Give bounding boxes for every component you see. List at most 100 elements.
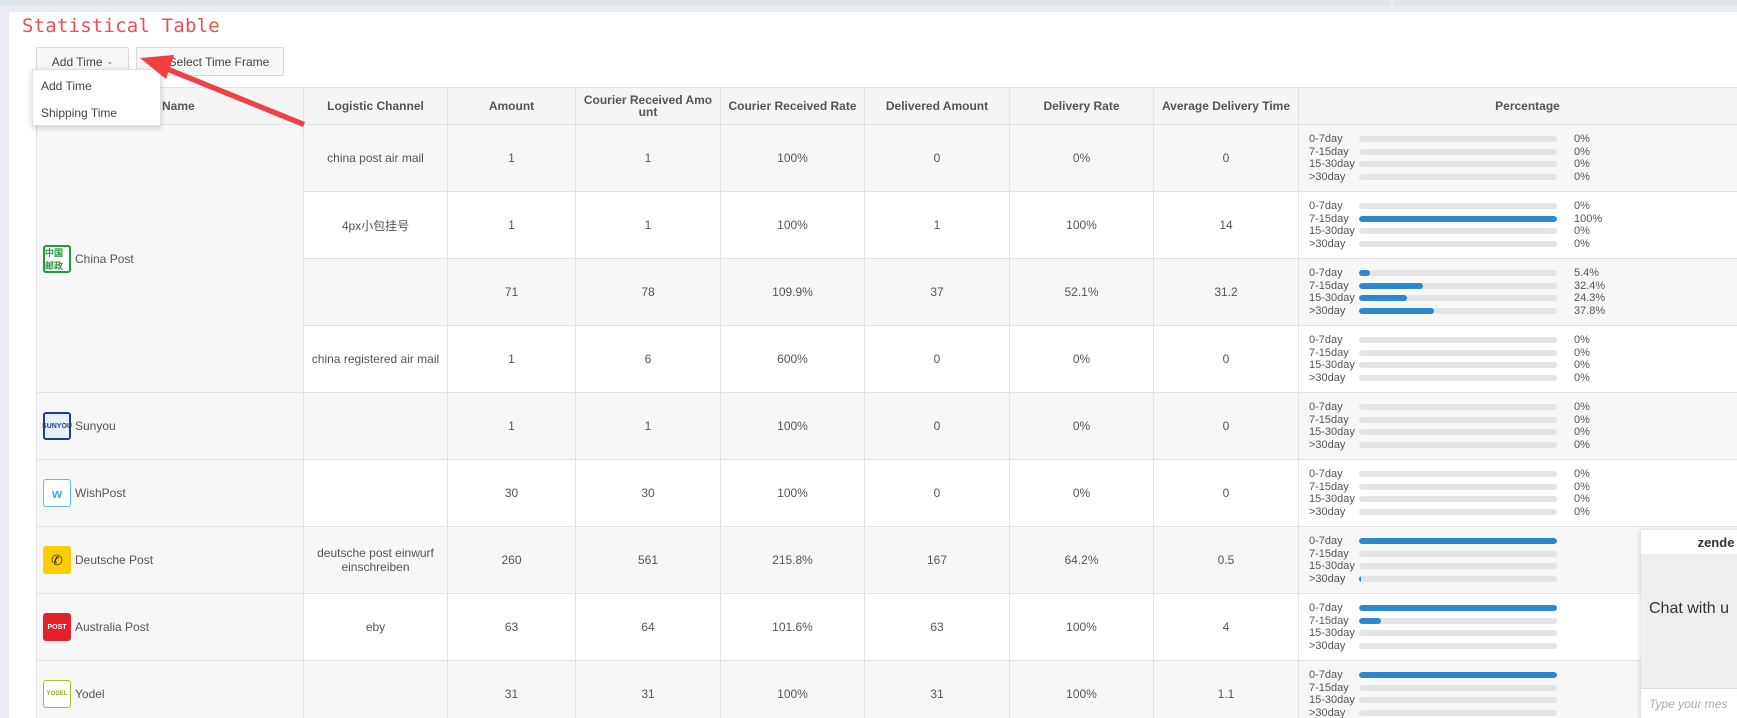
courier-name: 中国邮政 China Post: [43, 244, 299, 273]
percentage-row: 7-15day 0%: [1309, 481, 1737, 494]
percentage-value: 0%: [1574, 493, 1590, 506]
percentage-bar-fill: [1359, 605, 1557, 612]
zendesk-chat-widget[interactable]: zende Chat with u Type your mes: [1641, 530, 1737, 718]
percentage-row: 7-15day: [1309, 682, 1737, 695]
percentage-value: 0%: [1574, 371, 1590, 384]
courier-received-rate-cell: 100%: [720, 124, 865, 192]
column-header-logistic-channel[interactable]: Logistic Channel: [303, 87, 448, 125]
dropdown-item-add-time[interactable]: Add Time: [41, 79, 92, 93]
percentage-row: 15-30day: [1309, 560, 1737, 573]
courier-name-cell: w WishPost: [36, 459, 304, 527]
courier-label[interactable]: Yodel: [75, 687, 105, 701]
courier-label[interactable]: Australia Post: [75, 620, 150, 634]
delivery-rate-cell: 100%: [1009, 593, 1154, 661]
add-time-dropdown: Add Time Shipping Time: [32, 69, 161, 126]
percentage-row: 7-15day: [1309, 548, 1737, 561]
add-time-label: Add Time: [51, 54, 103, 69]
percentage-label: 15-30day: [1309, 493, 1355, 506]
percentage-label: 0-7day: [1309, 468, 1343, 481]
delivery-rate-cell: 0%: [1009, 325, 1154, 393]
percentage-label: >30day: [1309, 572, 1346, 585]
percentage-bar: [1359, 337, 1557, 344]
percentage-row: 0-7day 0%: [1309, 334, 1737, 347]
column-header-delivery-rate[interactable]: Delivery Rate: [1009, 87, 1154, 125]
percentage-cell: 0-7day 0% 7-15day 0% 15-30day 0% >30day 0%: [1298, 124, 1737, 192]
percentage-label: 15-30day: [1309, 158, 1355, 171]
amount-cell: 1: [447, 124, 576, 192]
table-row: YODEL Yodel 31 31 100% 31 100% 1.1 0-7day 7-15day…: [36, 660, 1737, 718]
percentage-row: 15-30day 0%: [1309, 158, 1737, 171]
percentage-cell: 0-7day 0% 7-15day 0% 15-30day 0% >30day 0%: [1298, 459, 1737, 527]
percentage-value: 0%: [1574, 145, 1590, 158]
percentage-row: 15-30day: [1309, 627, 1737, 640]
column-header-average-delivery-time[interactable]: Average Delivery Time: [1153, 87, 1299, 125]
delivered-amount-cell: 1: [864, 191, 1010, 259]
column-header-courier-received-rate[interactable]: Courier Received Rate: [720, 87, 865, 125]
percentage-label: >30day: [1309, 304, 1346, 317]
yodel-icon: YODEL: [43, 680, 71, 708]
column-header-percentage[interactable]: Percentage: [1298, 87, 1737, 125]
column-header-courier-received-amount[interactable]: Courier Received Amount: [575, 87, 721, 125]
percentage-label: >30day: [1309, 237, 1346, 250]
courier-label[interactable]: WishPost: [75, 486, 126, 500]
percentage-row: >30day: [1309, 573, 1737, 586]
percentage-label: 15-30day: [1309, 359, 1355, 372]
percentage-row: >30day 37.8%: [1309, 305, 1737, 318]
percentage-label: 7-15day: [1309, 145, 1349, 158]
table-row: 4px小包挂号 1 1 100% 1 100% 14 0-7day 0% 7-15day 100% 1…: [37, 191, 1737, 259]
delivered-amount-cell: 63: [864, 593, 1010, 661]
percentage-row: 0-7day 5.4%: [1309, 267, 1737, 280]
percentage-bar: [1359, 496, 1557, 503]
percentage-bar: [1359, 508, 1557, 515]
percentage-label: 0-7day: [1309, 267, 1343, 280]
percentage-cell: 0-7day 0% 7-15day 0% 15-30day 0% >30day 0%: [1298, 325, 1737, 393]
australia-post-icon: POST: [43, 613, 71, 641]
average-delivery-time-cell: 1.1: [1153, 660, 1299, 718]
percentage-bar: [1359, 374, 1557, 381]
courier-received-rate-cell: 100%: [720, 191, 865, 259]
percentage-value: 5.4%: [1574, 267, 1600, 280]
dropdown-item-shipping-time[interactable]: Shipping Time: [41, 106, 118, 120]
logistic-channel-cell: [303, 660, 448, 718]
average-delivery-time-cell: 0.5: [1153, 526, 1299, 594]
amount-cell: 63: [447, 593, 576, 661]
percentage-row: 7-15day 0%: [1309, 414, 1737, 427]
logistic-channel-cell: deutsche post einwurf einschreiben: [303, 526, 448, 594]
percentage-label: 15-30day: [1309, 560, 1355, 573]
table-row: china registered air mail 1 6 600% 0 0% 0 0-7da…: [37, 325, 1737, 393]
column-header-delivered-amount[interactable]: Delivered Amount: [864, 87, 1010, 125]
courier-received-rate-cell: 100%: [720, 459, 865, 527]
average-delivery-time-cell: 0: [1153, 325, 1299, 393]
courier-received-amount-cell: 1: [575, 392, 721, 460]
delivered-amount-cell: 0: [864, 124, 1010, 192]
percentage-value: 0%: [1574, 158, 1590, 171]
deutsche-post-icon: ✆: [43, 546, 71, 574]
courier-name-cell: YODEL Yodel: [36, 660, 304, 718]
percentage-row: 15-30day 0%: [1309, 493, 1737, 506]
percentage-value: 0%: [1574, 170, 1590, 183]
percentage-bar: [1359, 630, 1557, 637]
courier-label[interactable]: China Post: [75, 251, 134, 266]
logistic-channel-cell: china post air mail: [303, 124, 448, 192]
zendesk-message-input[interactable]: Type your mes: [1641, 688, 1737, 718]
courier-name: ✆ Deutsche Post: [43, 546, 299, 574]
percentage-row: >30day: [1309, 707, 1737, 718]
percentage-row: 7-15day 100%: [1309, 213, 1737, 226]
courier-label[interactable]: Deutsche Post: [75, 553, 154, 567]
delivered-amount-cell: 0: [864, 325, 1010, 393]
percentage-bar: [1359, 605, 1557, 612]
percentage-cell: 0-7day 0% 7-15day 100% 15-30day 0% >30day 0%: [1298, 191, 1737, 259]
percentage-bar: [1359, 538, 1557, 545]
delivery-rate-cell: 64.2%: [1009, 526, 1154, 594]
column-header-amount[interactable]: Amount: [447, 87, 576, 125]
table-row: w WishPost 30 30 100% 0 0% 0 0-7day 0% 7-15day 0% 15…: [36, 459, 1737, 527]
logistic-channel-cell: [303, 392, 448, 460]
percentage-bar: [1359, 270, 1557, 277]
percentage-row: 7-15day 0%: [1309, 347, 1737, 360]
percentage-label: >30day: [1309, 706, 1346, 718]
courier-label[interactable]: Sunyou: [75, 419, 116, 433]
percentage-row: 0-7day: [1309, 535, 1737, 548]
annotation-arrow-head: [140, 55, 174, 79]
percentage-row: 0-7day 0%: [1309, 401, 1737, 414]
courier-name-cell: 中国邮政 China Post: [36, 124, 304, 393]
